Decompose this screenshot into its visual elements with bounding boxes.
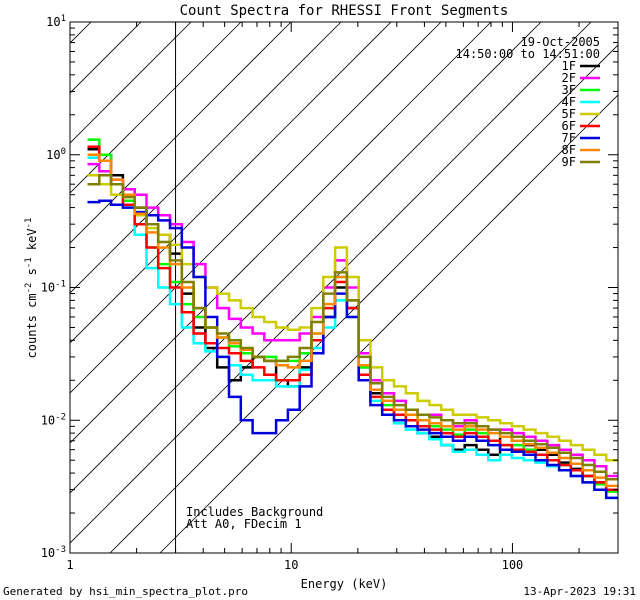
series-line-1F: [87, 148, 618, 491]
footer-generated-by: Generated by hsi_min_spectra_plot.pro: [3, 585, 248, 598]
hatch-line: [70, 22, 342, 294]
y-label-exp-3: -1: [24, 218, 34, 229]
legend-label-7F: 7F: [562, 131, 576, 145]
y-label-exp-1: -2: [24, 283, 34, 294]
legend-label-8F: 8F: [562, 143, 576, 157]
hatch-line: [70, 22, 442, 394]
legend-label-1F: 1F: [562, 59, 576, 73]
hatch-line: [70, 22, 142, 94]
series-line-9F: [87, 174, 618, 481]
legend-label-9F: 9F: [562, 155, 576, 169]
y-tick-label: 10-2: [41, 412, 66, 427]
hatch-line: [159, 94, 618, 553]
y-tick-label: 100: [46, 147, 66, 162]
hatch-line: [70, 22, 192, 144]
hatch-line: [70, 22, 242, 194]
footer-timestamp: 13-Apr-2023 19:31: [523, 585, 636, 598]
x-axis-label: Energy (keV): [301, 577, 388, 591]
y-tick-label: 10-3: [41, 545, 66, 560]
legend-label-3F: 3F: [562, 83, 576, 97]
y-label-part-1: counts cm: [25, 293, 39, 358]
series-group: [87, 138, 618, 500]
x-tick-label: 10: [284, 558, 298, 572]
hatch-line: [70, 22, 392, 344]
legend-time-range: 14:50:00 to 14:51:00: [456, 47, 601, 61]
plot-frame: [69, 21, 619, 554]
annotation-attenuator: Att A0, FDecim 1: [186, 517, 302, 531]
x-tick-label: 100: [502, 558, 524, 572]
hatch-line: [70, 22, 492, 444]
hatch-line: [70, 22, 542, 494]
series-line-2F: [87, 162, 618, 478]
hatched-region: [70, 22, 618, 553]
y-axis-label: counts cm-2 s-1 keV-1: [24, 218, 39, 359]
y-label-part-3: keV: [25, 228, 39, 257]
y-tick-label: 10-1: [41, 280, 66, 295]
y-tick-label: 101: [46, 14, 66, 29]
annotation-background: Includes Background: [186, 505, 323, 519]
y-label-part-2: s: [25, 268, 39, 282]
series-line-8F: [87, 153, 618, 488]
hatch-line: [109, 44, 618, 553]
legend-label-4F: 4F: [562, 95, 576, 109]
legend-label-6F: 6F: [562, 119, 576, 133]
legend-label-2F: 2F: [562, 71, 576, 85]
legend-date: 19-Oct-2005: [521, 35, 600, 49]
series-line-3F: [87, 138, 618, 493]
chart-title: Count Spectra for RHESSI Front Segments: [180, 3, 509, 19]
x-tick-label: 1: [66, 558, 73, 572]
hatch-line: [70, 22, 292, 244]
hatch-line: [70, 22, 92, 44]
y-label-exp-2: -1: [24, 257, 34, 268]
legend-label-5F: 5F: [562, 107, 576, 121]
